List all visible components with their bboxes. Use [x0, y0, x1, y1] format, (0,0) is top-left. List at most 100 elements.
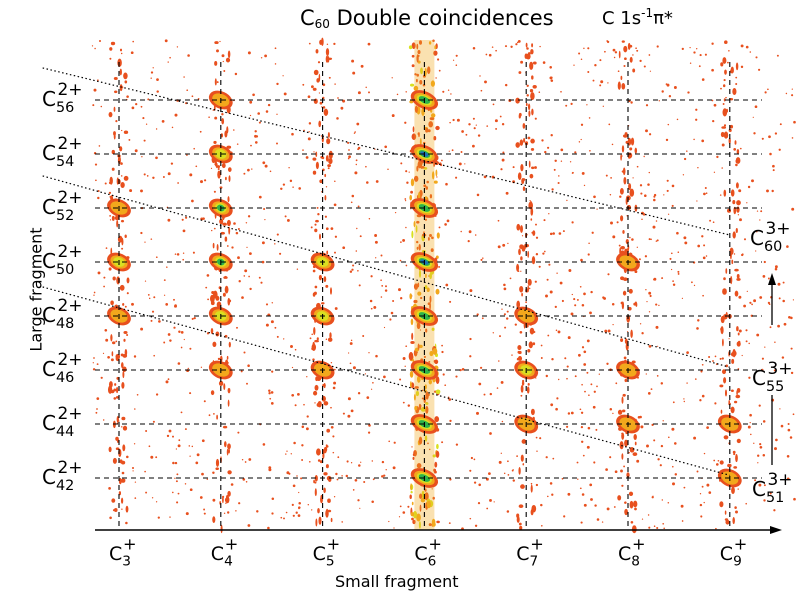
noise-dot	[405, 264, 408, 267]
noise-dot	[659, 464, 662, 467]
streak-dot	[227, 443, 231, 450]
noise-dot	[569, 161, 572, 163]
noise-dot	[320, 135, 323, 137]
noise-dot	[265, 303, 269, 306]
noise-dot	[738, 329, 742, 333]
noise-dot	[374, 148, 376, 150]
noise-dot	[555, 407, 558, 411]
streak-dot	[624, 439, 628, 447]
noise-dot	[163, 341, 166, 344]
noise-dot	[705, 192, 708, 195]
noise-dot	[402, 357, 406, 360]
noise-dot	[326, 43, 329, 46]
streak-dot	[416, 246, 419, 250]
noise-dot	[366, 396, 370, 399]
streak-dot	[621, 396, 624, 404]
noise-dot	[764, 346, 766, 348]
noise-dot	[276, 82, 279, 86]
noise-dot	[648, 54, 651, 56]
noise-dot	[206, 274, 210, 277]
streak-dot	[123, 130, 129, 135]
noise-dot	[165, 380, 169, 384]
noise-dot	[319, 101, 323, 105]
noise-dot	[526, 47, 529, 50]
noise-dot	[567, 492, 571, 496]
noise-dot	[247, 215, 251, 218]
noise-dot	[593, 390, 596, 393]
noise-dot	[354, 171, 358, 175]
noise-dot	[774, 265, 778, 269]
noise-dot	[581, 171, 585, 175]
streak-dot	[211, 290, 215, 295]
noise-dot	[187, 367, 189, 370]
streak-dot	[621, 83, 626, 90]
streak-dot	[623, 176, 627, 185]
noise-dot	[648, 171, 650, 174]
noise-dot	[373, 305, 377, 309]
noise-dot	[778, 148, 781, 151]
noise-dot	[702, 256, 706, 260]
streak-dot	[432, 454, 437, 458]
noise-dot	[492, 332, 494, 334]
noise-dot	[763, 260, 766, 264]
streak-dot	[328, 157, 333, 165]
streak-dot	[215, 162, 218, 169]
streak-dot	[729, 124, 734, 129]
noise-dot	[517, 40, 521, 43]
noise-dot	[167, 333, 171, 336]
noise-dot	[286, 450, 288, 452]
noise-dot	[268, 392, 271, 395]
noise-dot	[504, 83, 508, 87]
noise-dot	[591, 231, 594, 234]
streak-dot	[528, 160, 531, 168]
noise-dot	[184, 428, 187, 431]
noise-dot	[497, 245, 501, 249]
streak-dot	[528, 341, 533, 349]
streak-dot	[621, 40, 625, 43]
streak-dot	[531, 256, 536, 265]
streak-dot	[629, 500, 634, 509]
noise-dot	[505, 191, 509, 195]
noise-dot	[189, 173, 193, 177]
streak-dot	[435, 450, 440, 458]
noise-dot	[268, 466, 272, 470]
noise-dot	[580, 258, 583, 262]
streak-dot	[518, 350, 522, 355]
noise-dot	[121, 508, 123, 510]
streak-dot	[112, 457, 117, 464]
noise-dot	[775, 438, 778, 442]
noise-dot	[479, 366, 483, 369]
y-tick-label-C48: C482+	[42, 296, 83, 332]
noise-dot	[699, 54, 702, 57]
noise-dot	[164, 39, 168, 43]
noise-dot	[422, 74, 426, 78]
noise-dot	[245, 222, 248, 224]
noise-dot	[672, 401, 675, 404]
streak-dot	[119, 146, 123, 152]
x-axis-arrow	[770, 526, 782, 534]
noise-dot	[558, 378, 560, 381]
noise-dot	[155, 456, 158, 459]
noise-dot	[166, 266, 168, 268]
noise-dot	[352, 366, 356, 370]
noise-dot	[681, 47, 684, 51]
noise-dot	[387, 168, 389, 171]
streak-8	[617, 40, 638, 534]
streak-dot	[224, 130, 228, 138]
streak-dot	[315, 161, 319, 170]
noise-dot	[356, 227, 358, 230]
noise-dot	[308, 131, 310, 133]
noise-dot	[721, 143, 725, 147]
noise-dot	[195, 165, 198, 168]
streak-dot	[210, 328, 214, 334]
noise-dot	[521, 235, 524, 237]
streak-dot	[417, 132, 420, 136]
noise-dot	[254, 130, 257, 133]
noise-dot	[348, 149, 350, 151]
noise-dot	[645, 129, 648, 133]
noise-dot	[349, 362, 352, 365]
noise-dot	[246, 246, 248, 249]
noise-dot	[647, 392, 651, 395]
noise-dot	[472, 144, 475, 148]
